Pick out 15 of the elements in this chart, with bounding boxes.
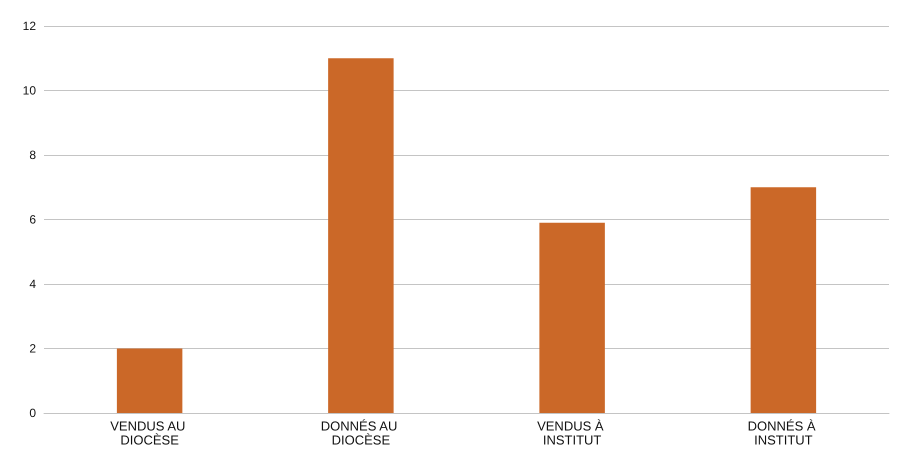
y-tick-label: 6 xyxy=(29,212,36,226)
bar xyxy=(539,222,605,413)
y-tick-label: 0 xyxy=(29,406,36,420)
x-tick-label: DONNÉS À INSTITUT xyxy=(748,418,820,448)
bar xyxy=(328,58,394,413)
bar xyxy=(750,187,816,413)
y-tick-label: 8 xyxy=(29,148,36,162)
y-tick-label: 4 xyxy=(29,277,36,291)
y-tick-label: 2 xyxy=(29,342,36,356)
y-tick-label: 12 xyxy=(22,19,36,33)
bar xyxy=(116,348,182,413)
x-tick-label: DONNÉS AU DIOCÈSE xyxy=(320,418,401,448)
y-tick-label: 10 xyxy=(22,84,36,98)
x-tick-label: VENDUS AU DIOCÈSE xyxy=(110,418,189,448)
x-tick-label: VENDUS À INSTITUT xyxy=(537,418,608,448)
